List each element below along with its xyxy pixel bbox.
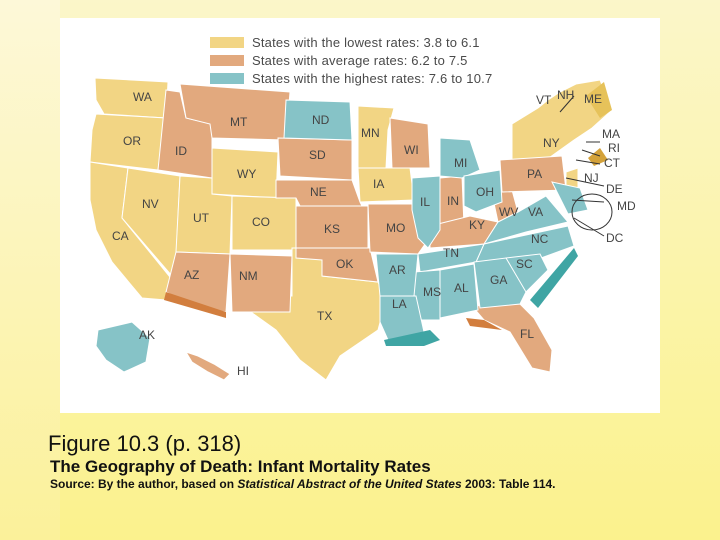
figure-source: Source: By the author, based on Statisti…	[50, 477, 556, 491]
state-fl	[470, 303, 553, 373]
source-prefix: Source: By the author, based on	[50, 477, 238, 491]
state-mi	[439, 137, 481, 179]
state-ak	[95, 321, 151, 373]
label-de: DE	[606, 182, 623, 196]
state-ne-states	[511, 79, 613, 163]
label-me: ME	[584, 92, 602, 106]
label-ny: NY	[543, 136, 560, 150]
label-ok: OK	[336, 257, 353, 271]
state-ga	[473, 257, 527, 309]
label-sc: SC	[516, 257, 533, 271]
state-mt	[179, 83, 291, 141]
label-ut: UT	[193, 211, 210, 225]
state-ia	[357, 167, 415, 203]
label-fl: FL	[520, 327, 534, 341]
label-nd: ND	[312, 113, 330, 127]
label-dc: DC	[606, 231, 624, 245]
label-ia: IA	[373, 177, 384, 191]
state-wa	[94, 77, 169, 119]
legend-label-lowest: States with the lowest rates: 3.8 to 6.1	[252, 34, 480, 50]
label-co: CO	[252, 215, 270, 229]
label-wv: WV	[499, 205, 518, 219]
label-ct: CT	[604, 156, 621, 170]
legend-label-average: States with average rates: 6.2 to 7.5	[252, 52, 468, 68]
state-nm	[229, 253, 293, 313]
label-nm: NM	[239, 269, 258, 283]
state-or	[89, 113, 167, 171]
label-va: VA	[528, 205, 543, 219]
state-oh	[463, 169, 503, 213]
state-mn	[357, 105, 395, 169]
label-mo: MO	[386, 221, 405, 235]
label-nj: NJ	[584, 171, 599, 185]
label-mt: MT	[230, 115, 248, 129]
label-mi: MI	[454, 156, 467, 170]
label-nv: NV	[142, 197, 159, 211]
label-la: LA	[392, 297, 407, 311]
label-il: IL	[420, 195, 430, 209]
label-ga: GA	[490, 273, 507, 287]
source-title: Statistical Abstract of the United State…	[237, 477, 462, 491]
state-nd	[283, 99, 353, 141]
label-az: AZ	[184, 268, 199, 282]
left-gradient-strip	[0, 0, 60, 540]
label-wi: WI	[404, 143, 419, 157]
label-sd: SD	[309, 148, 326, 162]
label-mn: MN	[361, 126, 380, 140]
label-or: OR	[123, 134, 141, 148]
figure-subtitle: The Geography of Death: Infant Mortality…	[50, 457, 431, 476]
legend-item-average: States with average rates: 6.2 to 7.5	[210, 51, 492, 69]
label-ar: AR	[389, 263, 406, 277]
state-md	[551, 181, 589, 215]
label-ri: RI	[608, 141, 620, 155]
label-nh: NH	[557, 88, 574, 102]
label-nc: NC	[531, 232, 549, 246]
label-ks: KS	[324, 222, 340, 236]
legend-swatch-lowest	[210, 36, 244, 48]
legend-item-highest: States with the highest rates: 7.6 to 10…	[210, 69, 492, 87]
label-tn: TN	[443, 246, 459, 260]
state-hi	[184, 351, 231, 381]
label-wa: WA	[133, 90, 152, 104]
label-in: IN	[447, 194, 459, 208]
label-ms: MS	[423, 285, 441, 299]
coastal-shading	[164, 82, 612, 346]
legend-swatch-average	[210, 54, 244, 66]
label-ma: MA	[602, 127, 620, 141]
label-ak: AK	[139, 328, 155, 342]
state-wi	[389, 117, 431, 169]
label-hi: HI	[237, 364, 249, 378]
label-md: MD	[617, 199, 636, 213]
legend-label-highest: States with the highest rates: 7.6 to 10…	[252, 70, 493, 86]
label-wy: WY	[237, 167, 256, 181]
label-vt: VT	[536, 93, 552, 107]
label-ky: KY	[469, 218, 485, 232]
label-oh: OH	[476, 185, 494, 199]
legend-item-lowest: States with the lowest rates: 3.8 to 6.1	[210, 33, 492, 51]
label-ne: NE	[310, 185, 327, 199]
callout-lines	[559, 95, 613, 237]
label-ca: CA	[112, 229, 129, 243]
source-suffix: 2003: Table 114.	[461, 477, 556, 491]
label-al: AL	[454, 281, 469, 295]
label-tx: TX	[317, 309, 332, 323]
legend-swatch-highest	[210, 72, 244, 84]
label-id: ID	[175, 144, 187, 158]
figure-title: Figure 10.3 (p. 318)	[48, 431, 242, 456]
label-pa: PA	[527, 167, 542, 181]
legend: States with the lowest rates: 3.8 to 6.1…	[210, 33, 492, 87]
